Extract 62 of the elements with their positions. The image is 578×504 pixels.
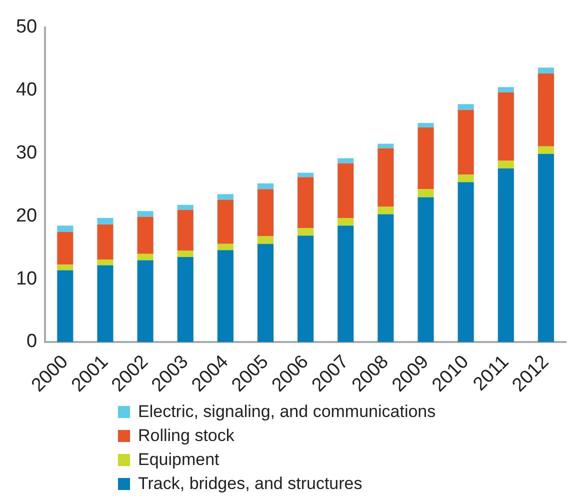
- bar: [418, 127, 434, 190]
- bar: [538, 146, 554, 154]
- bar: [498, 168, 514, 342]
- bar: [177, 210, 194, 251]
- bar: [338, 163, 354, 218]
- bar: [57, 226, 74, 232]
- bar: [217, 200, 234, 244]
- bar: [498, 92, 514, 161]
- bar: [217, 194, 234, 200]
- bar: [418, 189, 434, 198]
- bar: [378, 206, 394, 214]
- y-tick-label: 20: [16, 205, 38, 226]
- bar: [177, 257, 194, 342]
- y-tick-label: 30: [16, 142, 38, 164]
- bar: [97, 260, 114, 266]
- bar: [538, 73, 554, 146]
- bar: [498, 160, 514, 168]
- y-tick-label: 40: [16, 80, 38, 101]
- bar: [298, 228, 314, 236]
- bar: [137, 211, 154, 217]
- bar: [257, 189, 274, 236]
- legend-label: Rolling stock: [138, 426, 234, 446]
- bar: [338, 158, 354, 164]
- bar: [57, 270, 74, 342]
- bar: [177, 250, 194, 258]
- legend-label: Equipment: [138, 450, 220, 470]
- bar: [97, 265, 114, 342]
- bar: [137, 254, 154, 260]
- bar: [338, 226, 354, 342]
- bar: [418, 197, 434, 342]
- bar: [257, 236, 274, 244]
- bar: [378, 214, 394, 342]
- bar: [338, 218, 354, 226]
- bar: [378, 144, 394, 148]
- bar: [538, 154, 554, 342]
- bar: [298, 177, 314, 228]
- bar: [538, 68, 554, 74]
- bar: [137, 216, 154, 254]
- bar: [418, 123, 434, 128]
- bar: [378, 148, 394, 207]
- legend-label: Electric, signaling, and communications: [138, 402, 436, 422]
- bar: [217, 250, 234, 342]
- bar: [257, 183, 274, 190]
- bar: [217, 244, 234, 250]
- bar: [458, 104, 474, 110]
- bar: [57, 264, 74, 270]
- bar: [137, 260, 154, 342]
- bar: [458, 174, 474, 182]
- bar: [97, 218, 114, 224]
- y-tick-label: 0: [26, 331, 38, 352]
- bar: [458, 182, 474, 342]
- bar: [57, 232, 74, 265]
- bar: [298, 172, 314, 178]
- y-tick-label: 10: [16, 268, 38, 290]
- bar: [458, 110, 474, 175]
- y-tick-label: 50: [16, 16, 38, 38]
- bar: [177, 204, 194, 210]
- bar: [97, 224, 114, 260]
- bar: [257, 244, 274, 342]
- legend-label: Track, bridges, and structures: [138, 474, 362, 494]
- bar: [298, 236, 314, 342]
- bar: [498, 87, 514, 92]
